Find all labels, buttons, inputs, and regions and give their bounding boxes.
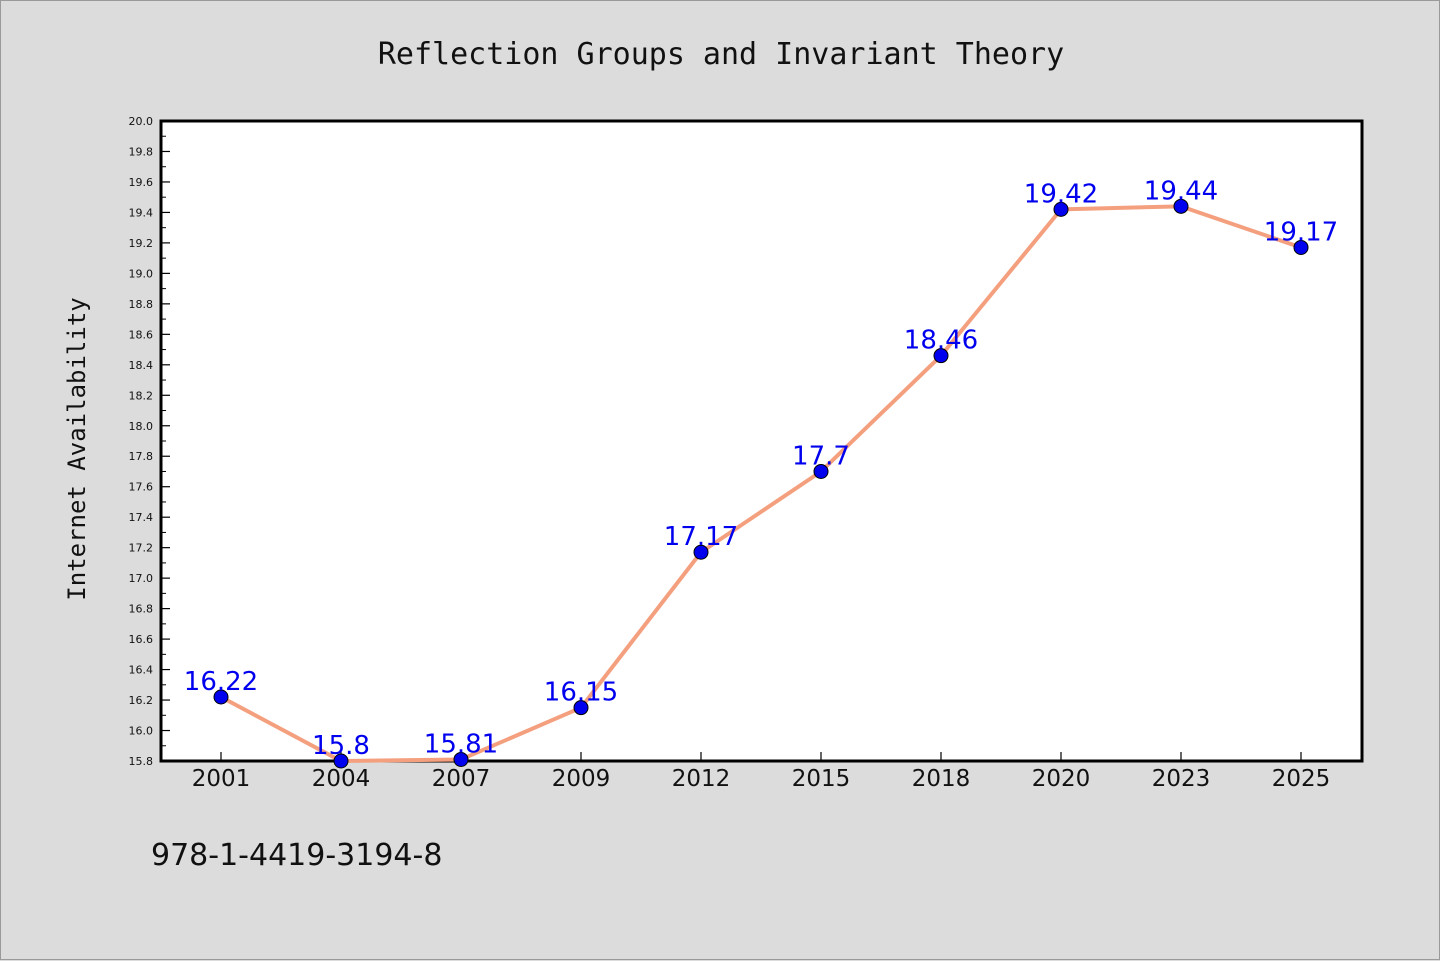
- series-line: [219, 204, 1303, 763]
- y-tick-label: 18.6: [129, 328, 154, 341]
- data-label: 18.46: [904, 326, 978, 356]
- data-labels: 16.22 15.8 15.81 16.15 17.17 17.7 18.46 19.42 19…: [184, 176, 1338, 761]
- data-label: 15.8: [312, 731, 370, 761]
- data-point: [813, 463, 829, 479]
- y-tick-label: 19.4: [129, 206, 154, 219]
- data-label: 19.44: [1144, 176, 1218, 206]
- y-tick-label: 16.4: [129, 664, 154, 677]
- data-label: 16.22: [184, 667, 258, 697]
- y-tick-label: 16.6: [129, 633, 154, 646]
- x-tick-label: 2023: [1152, 766, 1211, 792]
- x-tick-label: 2025: [1272, 766, 1331, 792]
- y-tick-label: 17.0: [129, 572, 154, 585]
- y-tick-label: 15.8: [129, 755, 154, 768]
- y-tick-label: 16.0: [129, 725, 154, 738]
- x-tick-label: 2004: [312, 766, 371, 792]
- y-axis: 15.8 16.0 16.2 16.4 16.6 16.8 17.0 17.2 17.4 17.6…: [129, 115, 170, 768]
- data-point: [1053, 201, 1069, 217]
- y-tick-label: 16.8: [129, 603, 154, 616]
- x-tick-label: 2020: [1032, 766, 1091, 792]
- data-label: 17.7: [792, 441, 850, 471]
- y-tick-label: 17.6: [129, 481, 154, 494]
- x-tick-label: 2007: [432, 766, 491, 792]
- data-label: 19.42: [1024, 179, 1098, 209]
- x-tick-label: 2018: [912, 766, 971, 792]
- y-tick-label: 20.0: [129, 115, 154, 128]
- data-series: [213, 198, 1309, 769]
- data-point: [333, 753, 349, 769]
- chart-title: Reflection Groups and Invariant Theory: [378, 37, 1064, 72]
- x-tick-label: 2012: [672, 766, 731, 792]
- y-axis-label: Internet Availability: [63, 297, 91, 600]
- data-point: [1173, 198, 1189, 214]
- x-tick-label: 2001: [192, 766, 251, 792]
- y-tick-label: 18.4: [129, 359, 154, 372]
- data-point: [1293, 239, 1309, 255]
- y-tick-label: 17.8: [129, 450, 154, 463]
- data-point: [573, 700, 589, 716]
- data-label: 15.81: [424, 729, 498, 759]
- plot-area: [159, 119, 1364, 763]
- data-point: [453, 751, 469, 767]
- y-tick-label: 19.6: [129, 176, 154, 189]
- data-point: [693, 544, 709, 560]
- y-tick-label: 17.4: [129, 511, 154, 524]
- y-tick-label: 19.2: [129, 237, 154, 250]
- y-tick-label: 18.2: [129, 389, 154, 402]
- y-tick-label: 17.2: [129, 542, 154, 555]
- y-tick-label: 18.0: [129, 420, 154, 433]
- x-axis: 2001 2004 2007 2009 2012 2015 2018 2020 2023 2025: [192, 752, 1331, 792]
- y-tick-label: 18.8: [129, 298, 154, 311]
- y-tick-label: 19.0: [129, 267, 154, 280]
- data-label: 17.17: [664, 522, 738, 552]
- data-point: [933, 348, 949, 364]
- data-point: [213, 689, 229, 705]
- y-tick-label: 19.8: [129, 145, 154, 158]
- data-label: 16.15: [544, 678, 618, 708]
- x-tick-label: 2015: [792, 766, 851, 792]
- isbn-footer: 978-1-4419-3194-8: [151, 838, 442, 873]
- y-tick-label: 16.2: [129, 694, 154, 707]
- data-label: 19.17: [1264, 217, 1338, 247]
- x-tick-label: 2009: [552, 766, 611, 792]
